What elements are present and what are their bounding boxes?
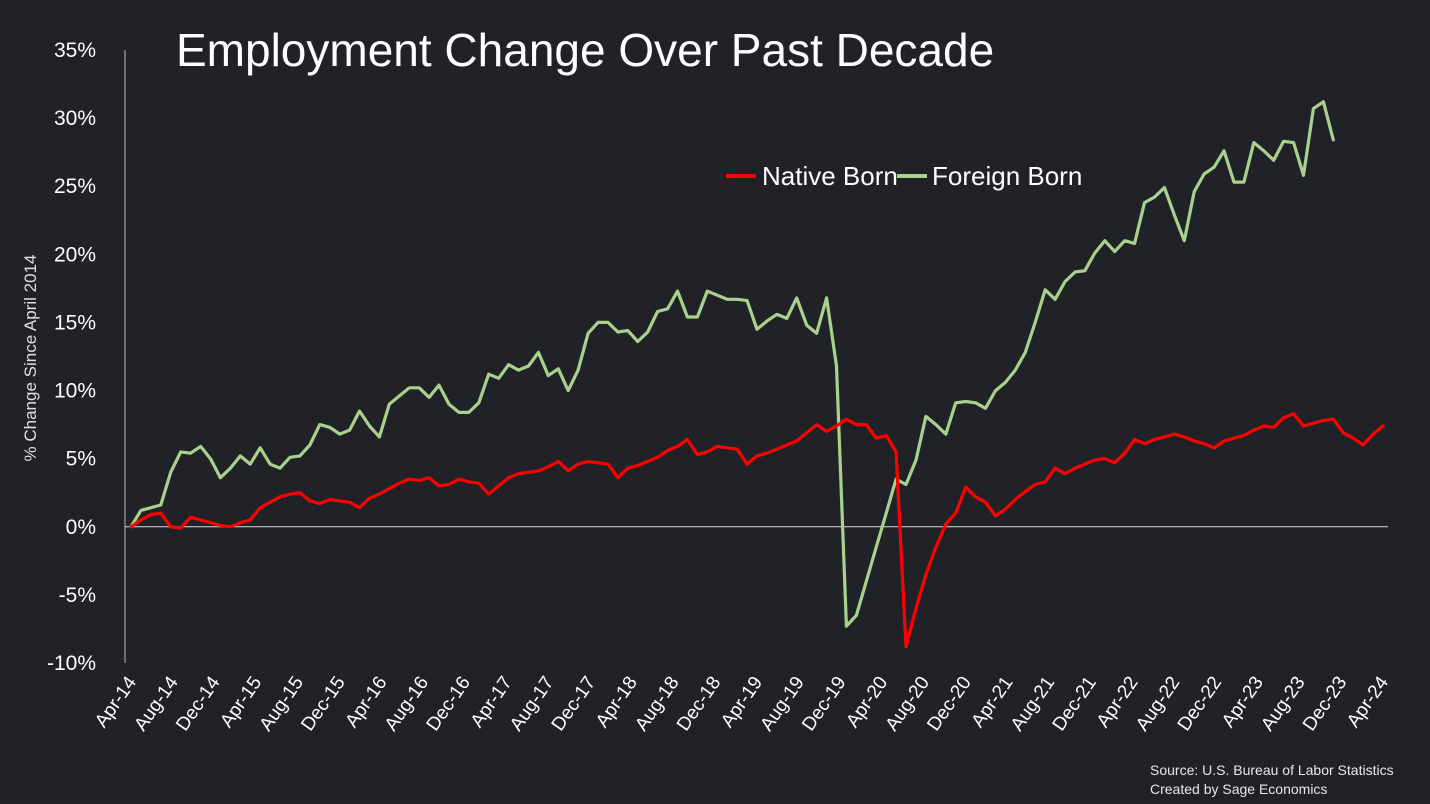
y-tick-label: 30% (54, 107, 96, 130)
y-tick-label: 5% (66, 448, 96, 471)
source-note: Source: U.S. Bureau of Labor Statistics … (1150, 762, 1394, 797)
legend-label-foreign-born: Foreign Born (932, 161, 1082, 191)
x-tick-label: Dec-21 (1049, 673, 1101, 735)
x-tick-label: Dec-14 (172, 672, 225, 735)
x-tick-label: Dec-22 (1174, 673, 1226, 735)
y-tick-label: -5% (59, 584, 96, 607)
x-tick-label: Dec-18 (673, 673, 725, 735)
x-tick-label: Apr-24 (1343, 672, 1393, 731)
x-tick-label: Dec-23 (1299, 673, 1351, 735)
series-line-foreign-born (129, 100, 1335, 628)
y-tick-label: -10% (47, 652, 96, 675)
x-tick-label: Dec-17 (548, 673, 600, 735)
y-axis-label: % Change Since April 2014 (21, 255, 40, 462)
y-tick-label: 0% (66, 516, 96, 539)
x-tick-label: Dec-19 (798, 673, 850, 735)
series-line-native-born (129, 412, 1385, 649)
x-tick-label: Dec-20 (923, 673, 975, 735)
y-tick-label: 25% (54, 175, 96, 198)
x-tick-label: Dec-16 (423, 673, 475, 735)
legend: Native Born Foreign Born (726, 161, 1082, 191)
series-lines (129, 100, 1385, 649)
y-tick-label: 10% (54, 380, 96, 403)
source-line: Source: U.S. Bureau of Labor Statistics (1150, 762, 1394, 778)
chart-title: Employment Change Over Past Decade (176, 24, 994, 76)
y-axis: 35% 30% 25% 20% 15% 10% 5% 0% -5% -10% (47, 39, 126, 675)
y-tick-label: 20% (54, 243, 96, 266)
credit-line: Created by Sage Economics (1150, 781, 1327, 797)
legend-label-native-born: Native Born (762, 161, 898, 191)
y-tick-label: 15% (54, 311, 96, 334)
x-axis: Apr-14Aug-14Dec-14Apr-15Aug-15Dec-15Apr-… (91, 526, 1393, 735)
y-tick-label: 35% (54, 39, 96, 62)
x-tick-label: Dec-15 (297, 673, 349, 735)
